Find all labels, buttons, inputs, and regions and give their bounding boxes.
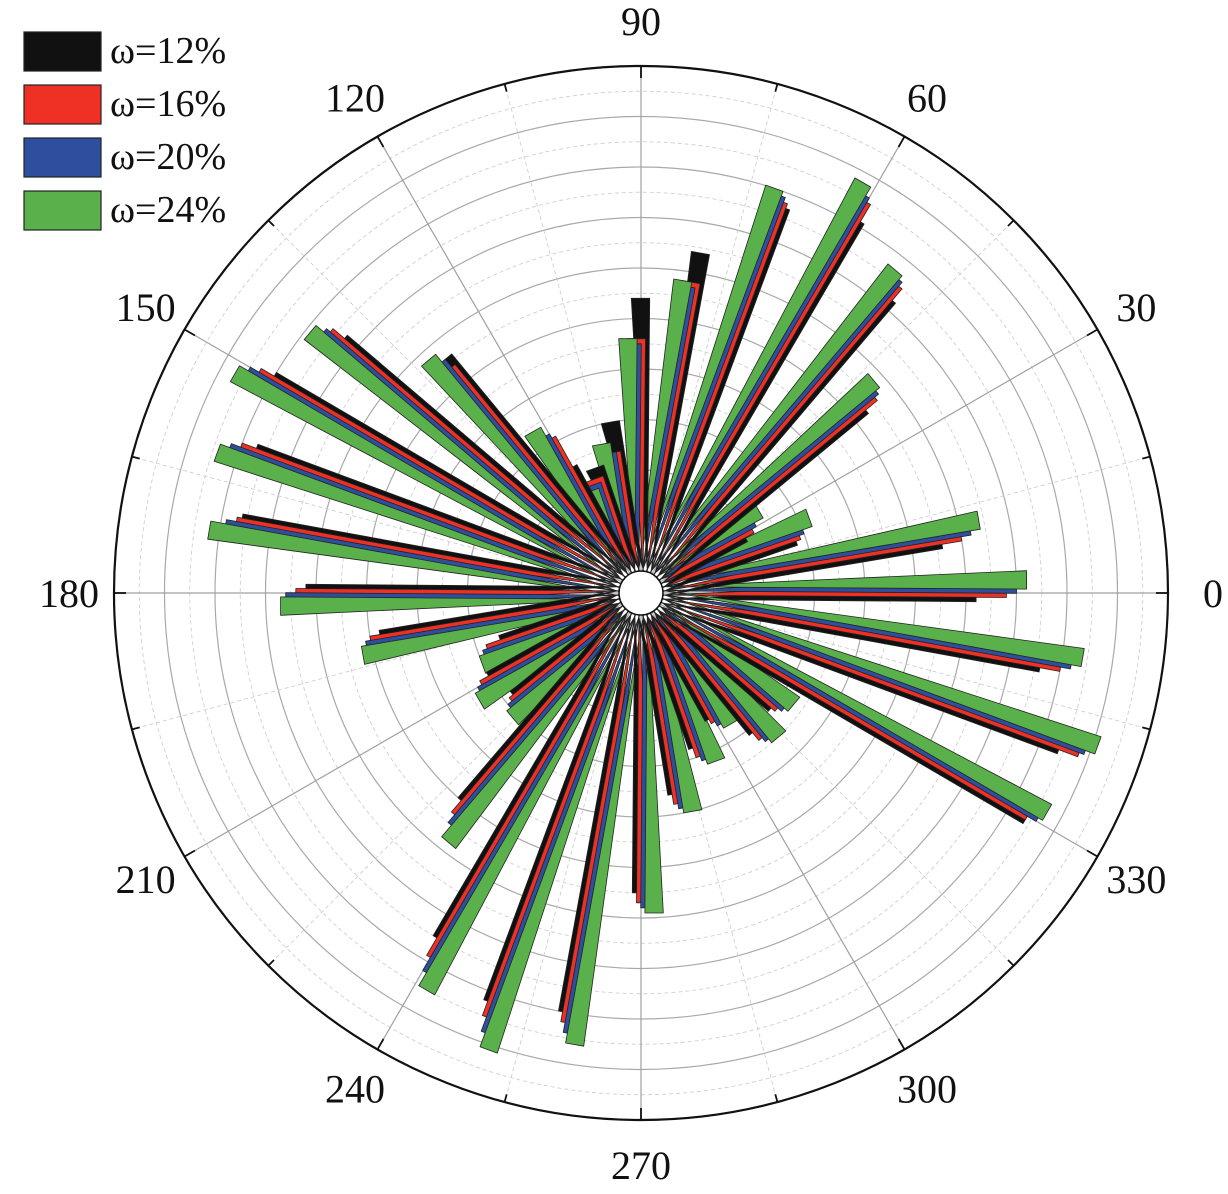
- outer-tick: [503, 1094, 508, 1103]
- outer-tick: [131, 726, 140, 731]
- angle-label-150: 150: [116, 285, 176, 330]
- outer-tick: [131, 455, 140, 460]
- angle-label-120: 120: [325, 76, 385, 121]
- legend-swatch-3: [23, 137, 102, 178]
- angle-label-330: 330: [1106, 857, 1166, 902]
- bar-170-series-4: [207, 520, 619, 596]
- outer-tick: [503, 83, 508, 92]
- bar-0-series-4: [662, 570, 1027, 590]
- bar-130-series-4: [421, 353, 623, 581]
- outer-tick: [1007, 959, 1015, 967]
- angle-label-60: 60: [907, 76, 947, 121]
- bars: [207, 177, 1102, 1054]
- outer-tick: [1007, 219, 1015, 227]
- bar-330-series-4: [662, 598, 1053, 821]
- legend-label-2: ω=16%: [110, 83, 226, 125]
- legend-swatch-1: [23, 31, 102, 72]
- angle-label-0: 0: [1203, 571, 1223, 616]
- bar-50-series-4: [649, 263, 903, 573]
- bar-180-series-4: [280, 596, 620, 616]
- bar-350-series-4: [663, 590, 1085, 667]
- outer-tick: [774, 1094, 779, 1103]
- outer-tick: [1142, 455, 1151, 460]
- bar-260-series-4: [565, 615, 644, 1047]
- angle-label-240: 240: [325, 1066, 385, 1111]
- outer-tick: [897, 136, 906, 148]
- bar-60-series-4: [646, 177, 872, 572]
- hub-circle: [618, 570, 664, 616]
- outer-tick: [1086, 328, 1098, 337]
- legend-label-1: ω=12%: [110, 30, 226, 72]
- outer-tick: [897, 1038, 906, 1050]
- bar-240-series-4: [418, 614, 636, 996]
- bar-140-series-4: [303, 324, 621, 585]
- legend: ω=12% ω=16% ω=20% ω=24%: [23, 30, 226, 231]
- legend-label-3: ω=20%: [110, 136, 226, 178]
- angle-label-270: 270: [611, 1143, 671, 1188]
- bar-160-series-4: [213, 443, 619, 592]
- outer-tick: [267, 959, 275, 967]
- outer-tick: [267, 219, 275, 227]
- legend-label-4: ω=24%: [110, 189, 226, 231]
- bar-250-series-4: [479, 615, 640, 1054]
- angle-label-300: 300: [897, 1066, 957, 1111]
- outer-tick: [774, 83, 779, 92]
- legend-swatch-4: [23, 190, 102, 231]
- angle-label-180: 180: [39, 571, 99, 616]
- angle-label-90: 90: [621, 0, 661, 44]
- outer-tick: [1142, 726, 1151, 731]
- outer-tick: [376, 1038, 385, 1050]
- outer-tick: [184, 328, 196, 337]
- outer-tick: [184, 849, 196, 858]
- angle-label-30: 30: [1116, 285, 1156, 330]
- legend-swatch-2: [23, 84, 102, 125]
- bar-70-series-4: [642, 184, 784, 571]
- bar-80-series-4: [638, 278, 693, 571]
- bar-150-series-4: [229, 365, 620, 588]
- bar-40-series-4: [653, 373, 881, 575]
- outer-tick: [1086, 849, 1098, 858]
- bar-270-series-4: [644, 614, 664, 914]
- center-hub: [618, 570, 664, 616]
- angle-tick-labels: 0 30 60 90 120 150 180 210 240 270 300 330: [39, 0, 1223, 1188]
- angle-label-210: 210: [116, 857, 176, 902]
- bar-230-series-4: [441, 613, 633, 849]
- bar-340-series-4: [663, 594, 1102, 755]
- outer-tick: [376, 136, 385, 148]
